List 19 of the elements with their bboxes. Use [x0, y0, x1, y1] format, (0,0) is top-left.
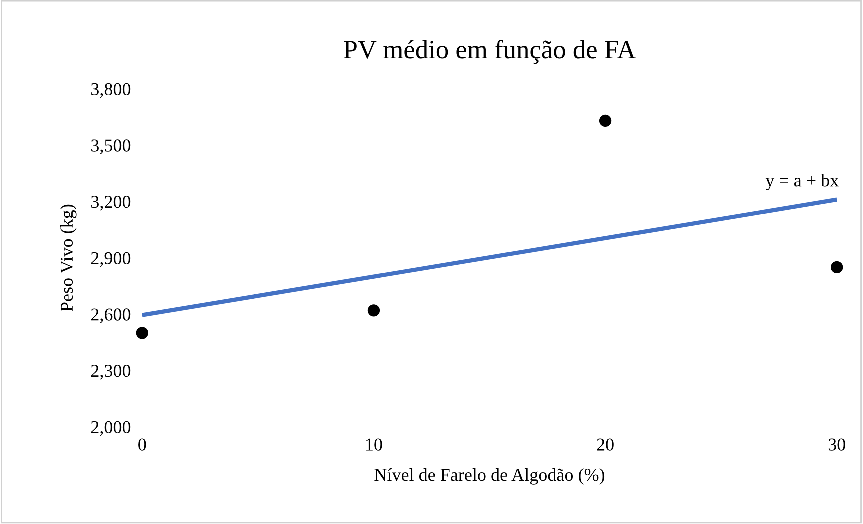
y-tick-label: 2,600 [91, 308, 131, 324]
x-tick-label: 0 [138, 438, 146, 451]
x-axis-title: Nível de Farelo de Algodão (%) [374, 468, 605, 485]
y-tick-label: 3,500 [92, 140, 131, 154]
y-tick-label: 3,800 [92, 83, 131, 98]
annotation: y = a + bx [766, 174, 839, 190]
point [136, 327, 148, 340]
x-tick-label: 10 [366, 438, 382, 451]
x-tick-label: 30 [828, 438, 846, 451]
point [599, 114, 612, 128]
chart-title: PV médio em função de FA [344, 40, 636, 64]
y-tick-label: 2,900 [91, 252, 131, 268]
y-axis-title: Peso Vivo (kg) [60, 204, 77, 312]
x-tick-label: 20 [597, 438, 614, 451]
y-tick-label: 2,000 [91, 421, 131, 436]
point [831, 261, 844, 274]
y-tick-label: 3,200 [92, 196, 131, 211]
point [368, 304, 380, 317]
y-tick-label: 2,300 [91, 364, 131, 380]
